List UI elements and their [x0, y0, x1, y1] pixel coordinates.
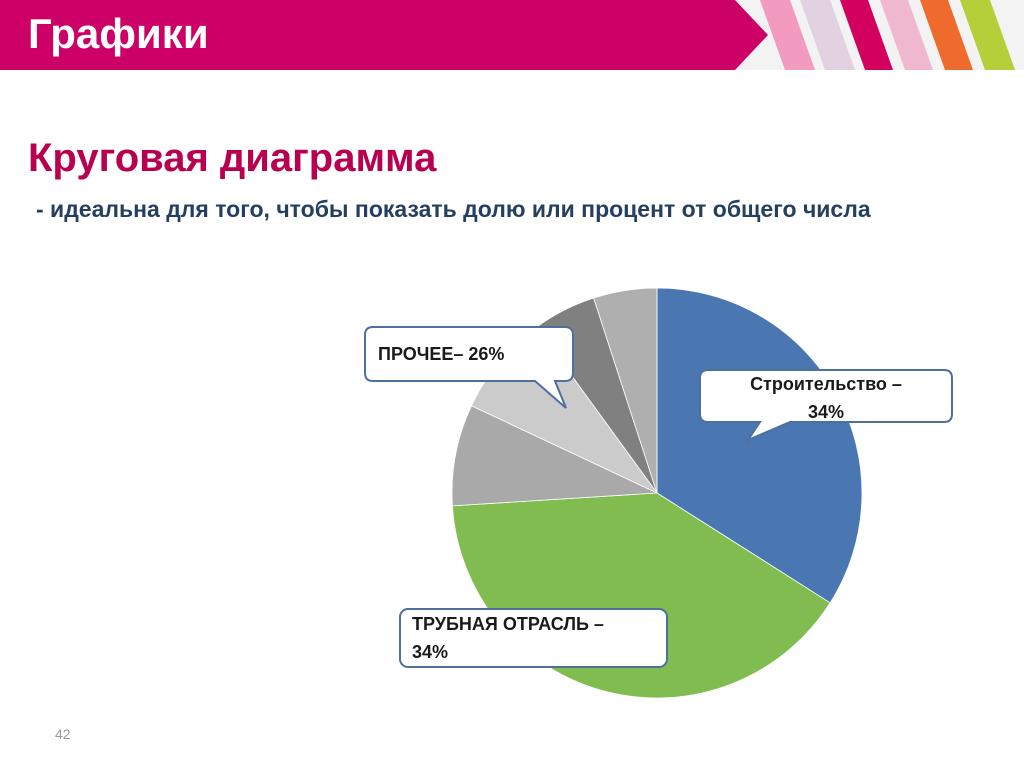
stripe — [960, 0, 1015, 70]
stripe — [920, 0, 973, 70]
header-bar — [0, 0, 768, 70]
callout-box — [399, 608, 668, 668]
stripe — [800, 0, 855, 70]
stripe — [760, 0, 815, 70]
annotation: ПРОЧЕЕ– 26% — [378, 344, 505, 364]
chart-subtitle: - идеальна для того, чтобы показать долю… — [36, 196, 871, 222]
callout-box — [699, 369, 953, 443]
stripe — [840, 0, 893, 70]
annotation: ТРУБНАЯ ОТРАСЛЬ – 34% — [412, 614, 604, 662]
callouts — [364, 326, 953, 668]
stripe — [880, 0, 933, 70]
annotation: Строительство – 34% — [750, 374, 902, 422]
chart-title: Круговая диаграмма — [28, 136, 437, 180]
pie-slice — [451, 405, 658, 507]
pie-slice — [593, 287, 658, 494]
pie — [451, 287, 863, 699]
callout-box — [364, 326, 574, 409]
header-decor — [0, 0, 1024, 70]
header-title: Графики — [28, 10, 209, 57]
page-number: 42 — [55, 726, 71, 742]
